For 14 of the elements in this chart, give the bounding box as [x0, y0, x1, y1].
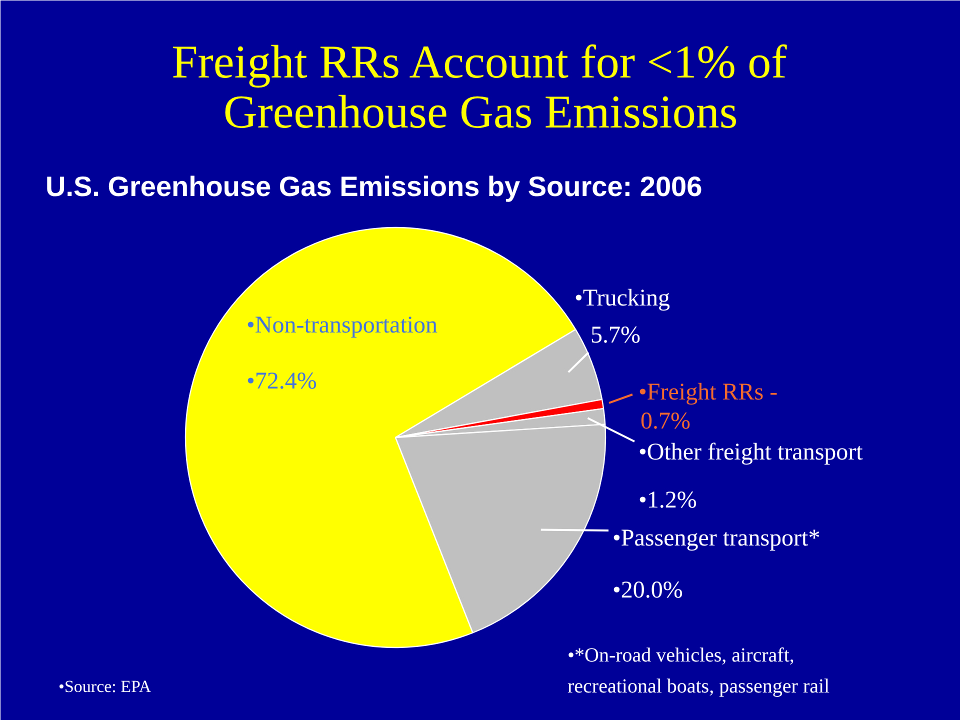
chart-subtitle: U.S. Greenhouse Gas Emissions by Source: 2006 — [46, 171, 702, 202]
text: •Source: EPA — [58, 677, 152, 696]
chart-title: Freight RRs Account for <1% of Greenhouse Gas Emissions — [172, 36, 788, 138]
text: •*On-road vehicles, aircraft, recreational boats, passenger rail — [568, 644, 830, 698]
data-label: 5.7% — [590, 322, 640, 348]
slice-label: •Other freight transport — [638, 440, 864, 466]
data-label: •20.0% — [612, 578, 683, 604]
data-label: •72.4% — [246, 368, 317, 394]
data-label: •1.2% — [638, 488, 697, 514]
slice-label: •Freight RRs - — [638, 380, 778, 406]
slice-label: •Passenger transport* — [612, 526, 820, 552]
data-label: 0.7% — [640, 408, 690, 434]
slice-label: •Trucking — [574, 286, 670, 312]
slice-label: •Non-transportation — [246, 312, 438, 338]
